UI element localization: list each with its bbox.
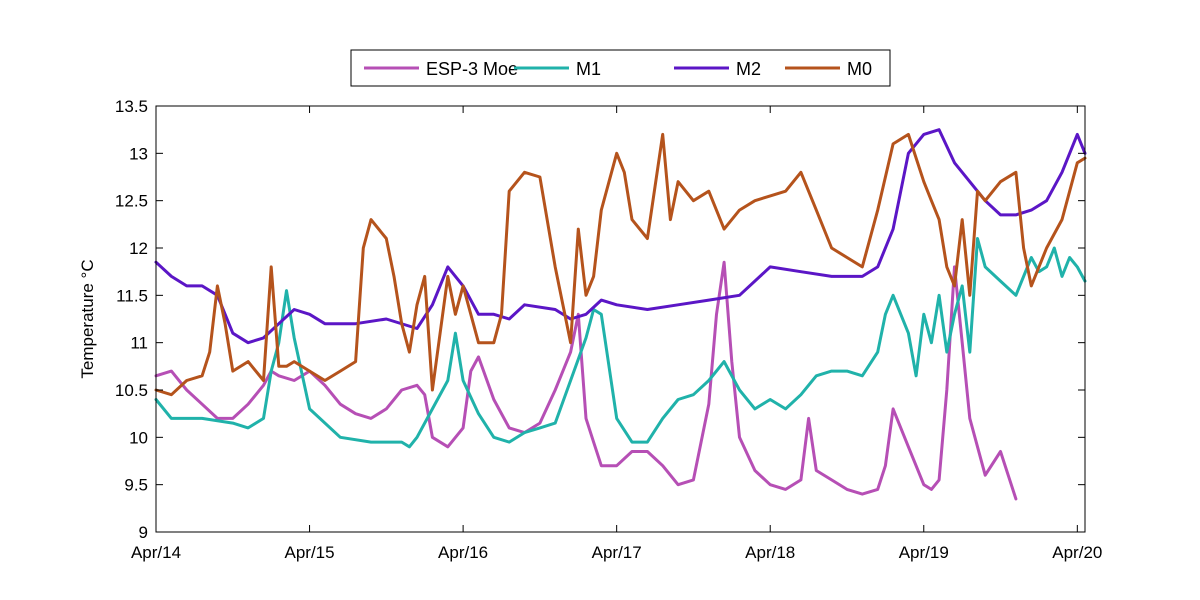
- y-tick-label: 11.5: [116, 286, 148, 305]
- x-tick-label: Apr/18: [745, 543, 795, 562]
- plot-area-frame: [155, 105, 1086, 533]
- y-tick-label: 11: [130, 334, 148, 353]
- x-tick-label: Apr/15: [285, 543, 335, 562]
- x-tick-label: Apr/17: [592, 543, 642, 562]
- series-lines: [154, 128, 1087, 501]
- series-line-m1: [154, 237, 1087, 449]
- y-tick-label: 13.5: [115, 97, 148, 116]
- series-line-m2: [154, 128, 1087, 345]
- legend-label: M0: [847, 59, 872, 79]
- legend-label: ESP-3 Moe: [426, 59, 518, 79]
- y-tick-label: 9: [139, 523, 148, 542]
- series-line-m0: [154, 132, 1087, 397]
- y-tick-label: 10: [129, 428, 148, 447]
- legend-label: M2: [736, 59, 761, 79]
- x-tick-label: Apr/16: [438, 543, 488, 562]
- y-tick-label: 9.5: [124, 476, 148, 495]
- axis-ticks: [155, 105, 1085, 533]
- chart-legend: ESP-3 Moe M1 M2 M0: [350, 49, 891, 87]
- y-axis-title: Temperature °C: [78, 259, 97, 378]
- y-tick-label: 10.5: [115, 381, 148, 400]
- legend-label: M1: [576, 59, 601, 79]
- y-tick-label: 13: [129, 144, 148, 163]
- series-line-esp-3-moe: [154, 260, 1018, 501]
- y-tick-label: 12.5: [115, 192, 148, 211]
- x-tick-label: Apr/20: [1052, 543, 1102, 562]
- axis-tick-labels: 9 9.5 10 10.5 11 11.5 12 12.5 13 13.5 Apr/14 Apr/15…: [115, 97, 1102, 562]
- x-tick-label: Apr/19: [899, 543, 949, 562]
- y-tick-label: 12: [129, 239, 148, 258]
- x-tick-label: Apr/14: [131, 543, 181, 562]
